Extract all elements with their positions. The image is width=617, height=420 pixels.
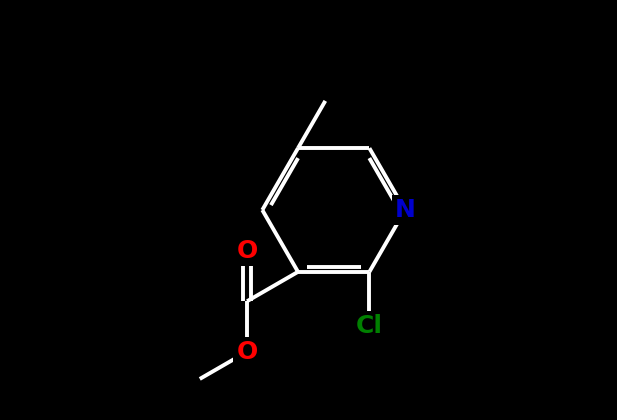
Text: Cl: Cl: [356, 315, 383, 339]
Text: O: O: [236, 239, 258, 263]
Text: N: N: [395, 198, 415, 222]
Text: O: O: [236, 340, 258, 364]
